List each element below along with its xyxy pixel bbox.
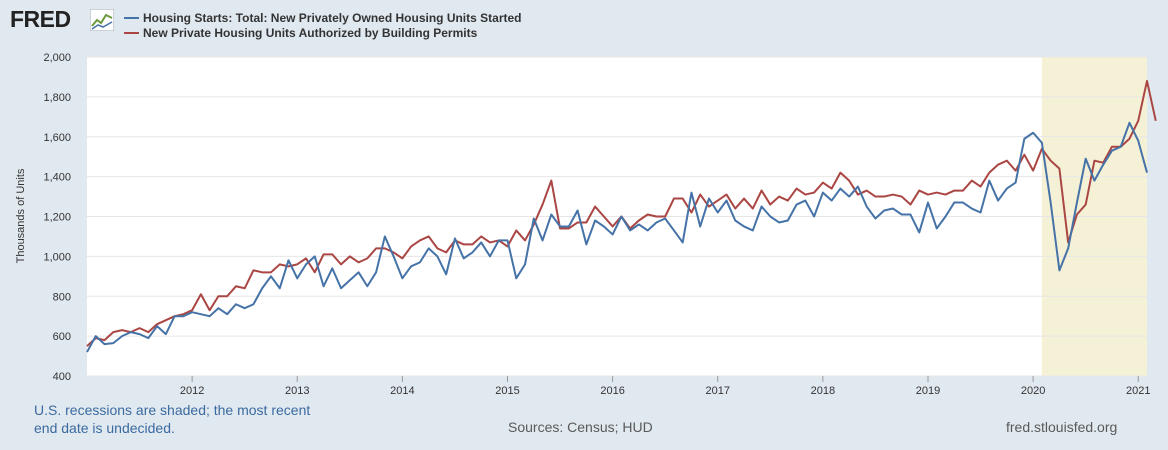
x-tick-label: 2018 <box>811 385 835 397</box>
x-tick-label: 2020 <box>1021 385 1045 397</box>
y-tick-label: 2,000 <box>43 52 71 64</box>
site-url[interactable]: fred.stlouisfed.org <box>1006 419 1118 435</box>
fred-logo[interactable]: FRED <box>10 6 71 32</box>
y-tick-label: 1,600 <box>43 132 71 144</box>
legend-label-housing-starts: Housing Starts: Total: New Privately Own… <box>143 11 522 25</box>
x-tick-label: 2015 <box>495 385 519 397</box>
legend-item-housing-starts[interactable]: Housing Starts: Total: New Privately Own… <box>124 11 522 25</box>
x-tick-label: 2014 <box>390 385 414 397</box>
y-tick-label: 1,800 <box>43 92 71 104</box>
legend-swatch-building-permits <box>124 32 139 34</box>
x-tick-label: 2013 <box>285 385 309 397</box>
y-tick-label: 800 <box>53 291 71 303</box>
series-line-housing-starts[interactable] <box>86 121 1148 353</box>
x-tick-label: 2017 <box>706 385 730 397</box>
y-axis-label: Thousands of Units <box>15 168 27 263</box>
y-tick-label: 600 <box>53 331 71 343</box>
y-tick-label: 400 <box>53 371 71 383</box>
y-tick-label: 1,400 <box>43 172 71 184</box>
fred-graph-icon <box>90 9 114 31</box>
legend-item-building-permits[interactable]: New Private Housing Units Authorized by … <box>124 26 477 40</box>
y-tick-label: 1,200 <box>43 212 71 224</box>
sources-text: Sources: Census; HUD <box>508 419 653 435</box>
x-tick-label: 2019 <box>916 385 940 397</box>
x-tick-label: 2021 <box>1126 385 1150 397</box>
recession-note: U.S. recessions are shaded; the most rec… <box>34 402 311 436</box>
x-tick-label: 2012 <box>180 385 204 397</box>
y-tick-label: 1,000 <box>43 251 71 263</box>
x-tick-label: 2016 <box>600 385 624 397</box>
line-chart: 2,0001,8001,6001,4001,2001,000800600400 … <box>15 52 1157 397</box>
legend-swatch-housing-starts <box>124 17 139 19</box>
legend-label-building-permits: New Private Housing Units Authorized by … <box>143 26 478 40</box>
